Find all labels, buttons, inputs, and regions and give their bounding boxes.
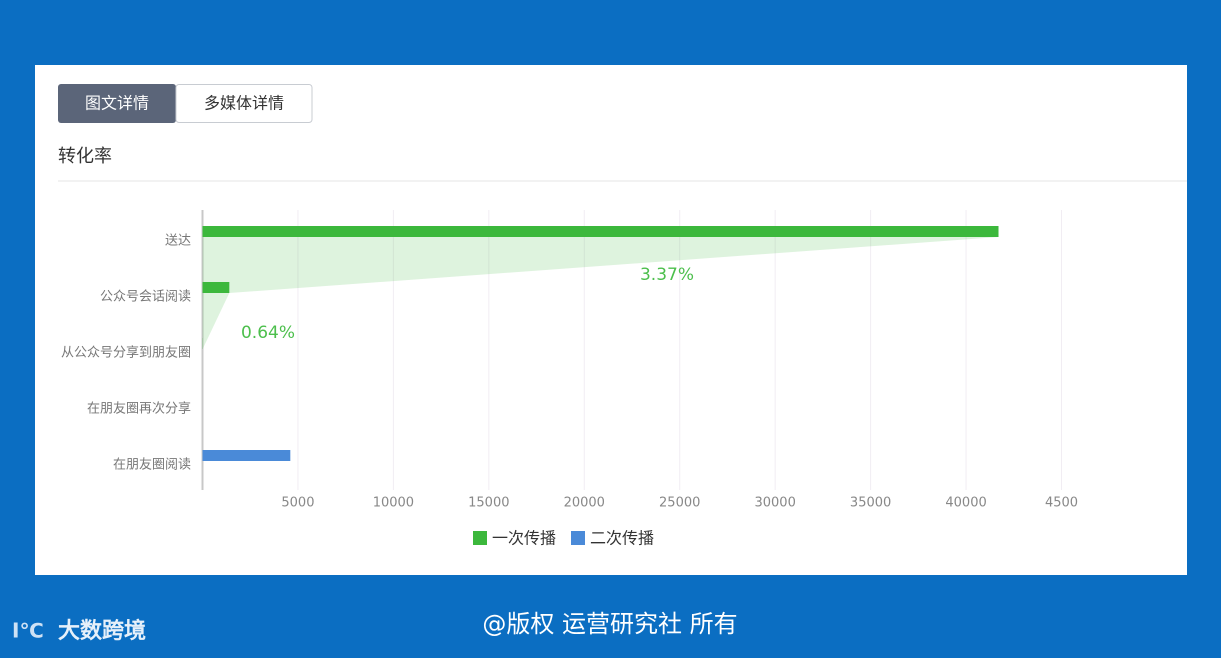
y-tick-label: 公众号会话阅读	[100, 290, 191, 305]
x-tick-label: 40000	[945, 496, 986, 511]
x-tick-label: 4500	[1045, 496, 1078, 511]
y-tick-label: 在朋友圈阅读	[113, 457, 191, 473]
logo-mark: I℃	[12, 619, 44, 643]
x-tick-label: 5000	[281, 496, 314, 511]
legend-label: 一次传播	[492, 529, 556, 548]
bar	[203, 282, 230, 293]
bar	[203, 226, 999, 237]
annotation: 3.37%	[640, 265, 694, 285]
legend-swatch	[473, 531, 487, 545]
x-tick-label: 15000	[468, 496, 509, 511]
y-tick-label: 从公众号分享到朋友圈	[61, 345, 191, 361]
x-tick-label: 20000	[564, 496, 605, 511]
y-tick-label: 送达	[165, 234, 191, 249]
copyright: @版权 运营研究社 所有	[482, 610, 737, 638]
x-tick-label: 25000	[659, 496, 700, 511]
section-title: 转化率	[58, 146, 112, 167]
y-tick-label: 在朋友圈再次分享	[87, 401, 191, 417]
tab-label[interactable]: 图文详情	[85, 94, 149, 113]
tab-label[interactable]: 多媒体详情	[204, 94, 284, 113]
legend-label: 二次传播	[590, 529, 654, 548]
x-tick-label: 30000	[754, 496, 795, 511]
x-tick-label: 35000	[850, 496, 891, 511]
legend-swatch	[571, 531, 585, 545]
logo-text: 大数跨境	[58, 618, 146, 644]
annotation: 0.64%	[241, 323, 295, 343]
x-tick-label: 10000	[373, 496, 414, 511]
bar	[203, 450, 291, 461]
